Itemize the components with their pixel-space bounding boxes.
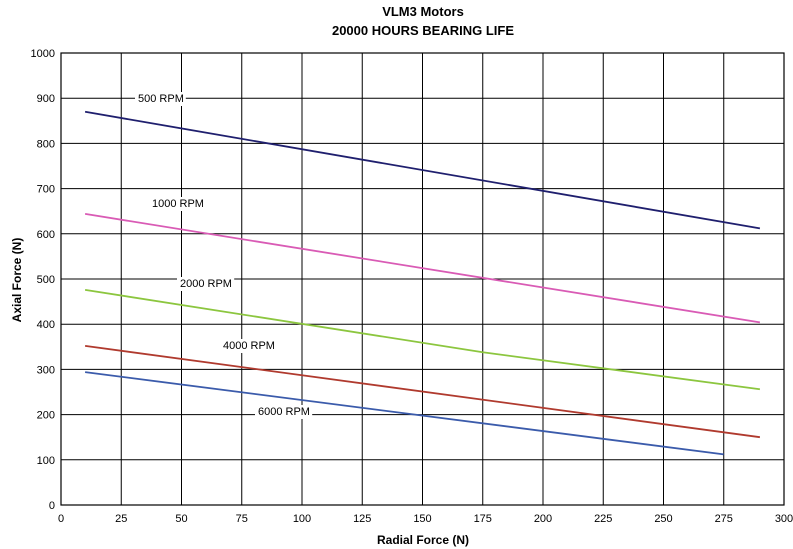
- y-tick-label: 1000: [31, 48, 55, 60]
- y-tick-label: 400: [37, 319, 55, 331]
- x-tick-label: 150: [413, 513, 431, 525]
- series-label: 1000 RPM: [152, 198, 204, 210]
- y-tick-label: 900: [37, 93, 55, 105]
- y-tick-label: 500: [37, 274, 55, 286]
- series-line: [84, 213, 761, 324]
- series-label: 2000 RPM: [180, 278, 232, 290]
- chart-title: VLM3 Motors: [382, 4, 464, 19]
- x-tick-label: 200: [534, 513, 552, 525]
- y-axis-title: Axial Force (N): [10, 238, 24, 323]
- series-label-bg: [149, 197, 207, 211]
- y-tick-label: 800: [37, 138, 55, 150]
- x-tick-label: 250: [654, 513, 672, 525]
- series-line: [84, 345, 761, 439]
- series-label-bg: [177, 277, 235, 291]
- x-axis-title: Radial Force (N): [377, 533, 469, 547]
- series-line: [84, 110, 761, 230]
- y-tick-label: 0: [49, 500, 55, 512]
- x-tick-label: 75: [236, 513, 248, 525]
- x-tick-label: 25: [115, 513, 127, 525]
- y-tick-label: 600: [37, 229, 55, 241]
- series-line: [84, 288, 761, 391]
- y-tick-label: 300: [37, 364, 55, 376]
- x-tick-label: 300: [775, 513, 793, 525]
- y-tick-label: 200: [37, 410, 55, 422]
- grid: [60, 52, 785, 506]
- x-tick-label: 50: [175, 513, 187, 525]
- series-label: 500 RPM: [138, 93, 184, 105]
- y-tick-label: 100: [37, 455, 55, 467]
- series-line: [84, 371, 724, 456]
- x-tick-label: 275: [715, 513, 733, 525]
- series-labels: 500 RPM 1000 RPM 2000 RPM 4000 RPM 6000 RPM: [135, 92, 313, 419]
- series-label: 6000 RPM: [258, 406, 310, 418]
- series-label: 4000 RPM: [223, 340, 275, 352]
- series-label-bg: [220, 339, 278, 353]
- y-tick-label: 700: [37, 184, 55, 196]
- series-label-bg: [255, 405, 313, 419]
- x-tick-label: 175: [474, 513, 492, 525]
- x-tick-label: 225: [594, 513, 612, 525]
- x-tick-label: 125: [353, 513, 371, 525]
- axis-ticks: 0 25 50 75 100 125 150 175 200 225 250 275 300 0 100 20…: [31, 48, 793, 525]
- x-tick-label: 100: [293, 513, 311, 525]
- x-tick-label: 0: [58, 513, 64, 525]
- series-lines: [84, 110, 761, 456]
- plot-frame: [60, 52, 785, 506]
- chart-subtitle: 20000 HOURS BEARING LIFE: [332, 23, 514, 38]
- series-label-bg: [135, 92, 186, 106]
